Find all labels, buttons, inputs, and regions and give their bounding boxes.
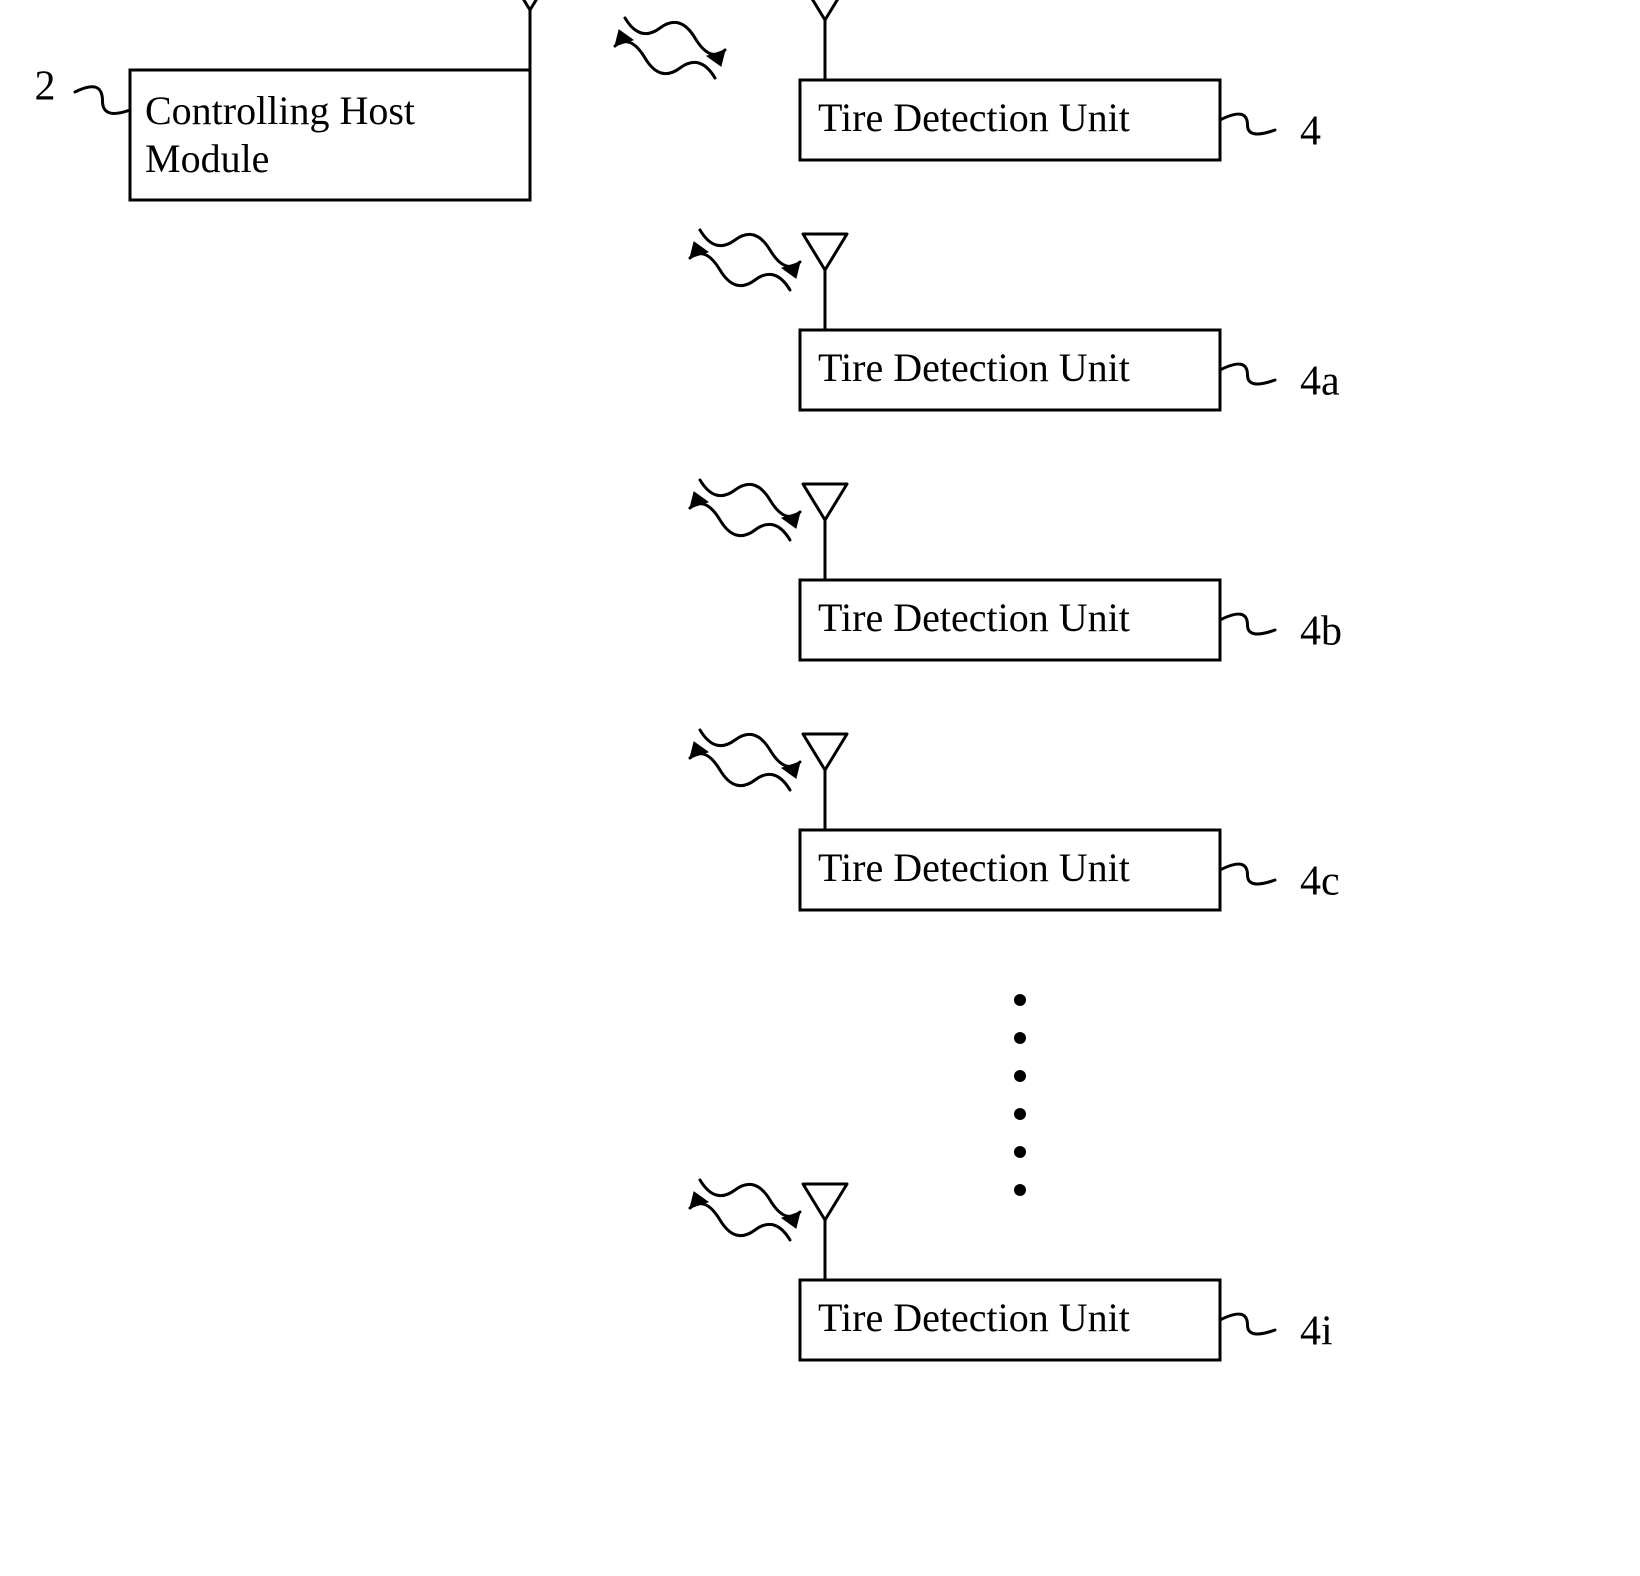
svg-text:Tire Detection Unit: Tire Detection Unit (818, 1295, 1130, 1340)
svg-text:4: 4 (1300, 109, 1321, 155)
svg-text:Module: Module (145, 136, 269, 181)
svg-text:Tire Detection Unit: Tire Detection Unit (818, 95, 1130, 140)
svg-text:4c: 4c (1300, 859, 1340, 905)
svg-text:4a: 4a (1300, 359, 1340, 405)
system-block-diagram: 2 Controlling HostModule Tire Detection Un… (0, 0, 1640, 1576)
svg-text:Tire Detection Unit: Tire Detection Unit (818, 595, 1130, 640)
svg-text:Tire Detection Unit: Tire Detection Unit (818, 845, 1130, 890)
svg-text:4i: 4i (1300, 1309, 1333, 1355)
svg-text:4b: 4b (1300, 609, 1342, 655)
svg-text:Tire Detection Unit: Tire Detection Unit (818, 345, 1130, 390)
svg-text:Controlling Host: Controlling Host (145, 88, 415, 133)
svg-text:2: 2 (35, 64, 56, 110)
